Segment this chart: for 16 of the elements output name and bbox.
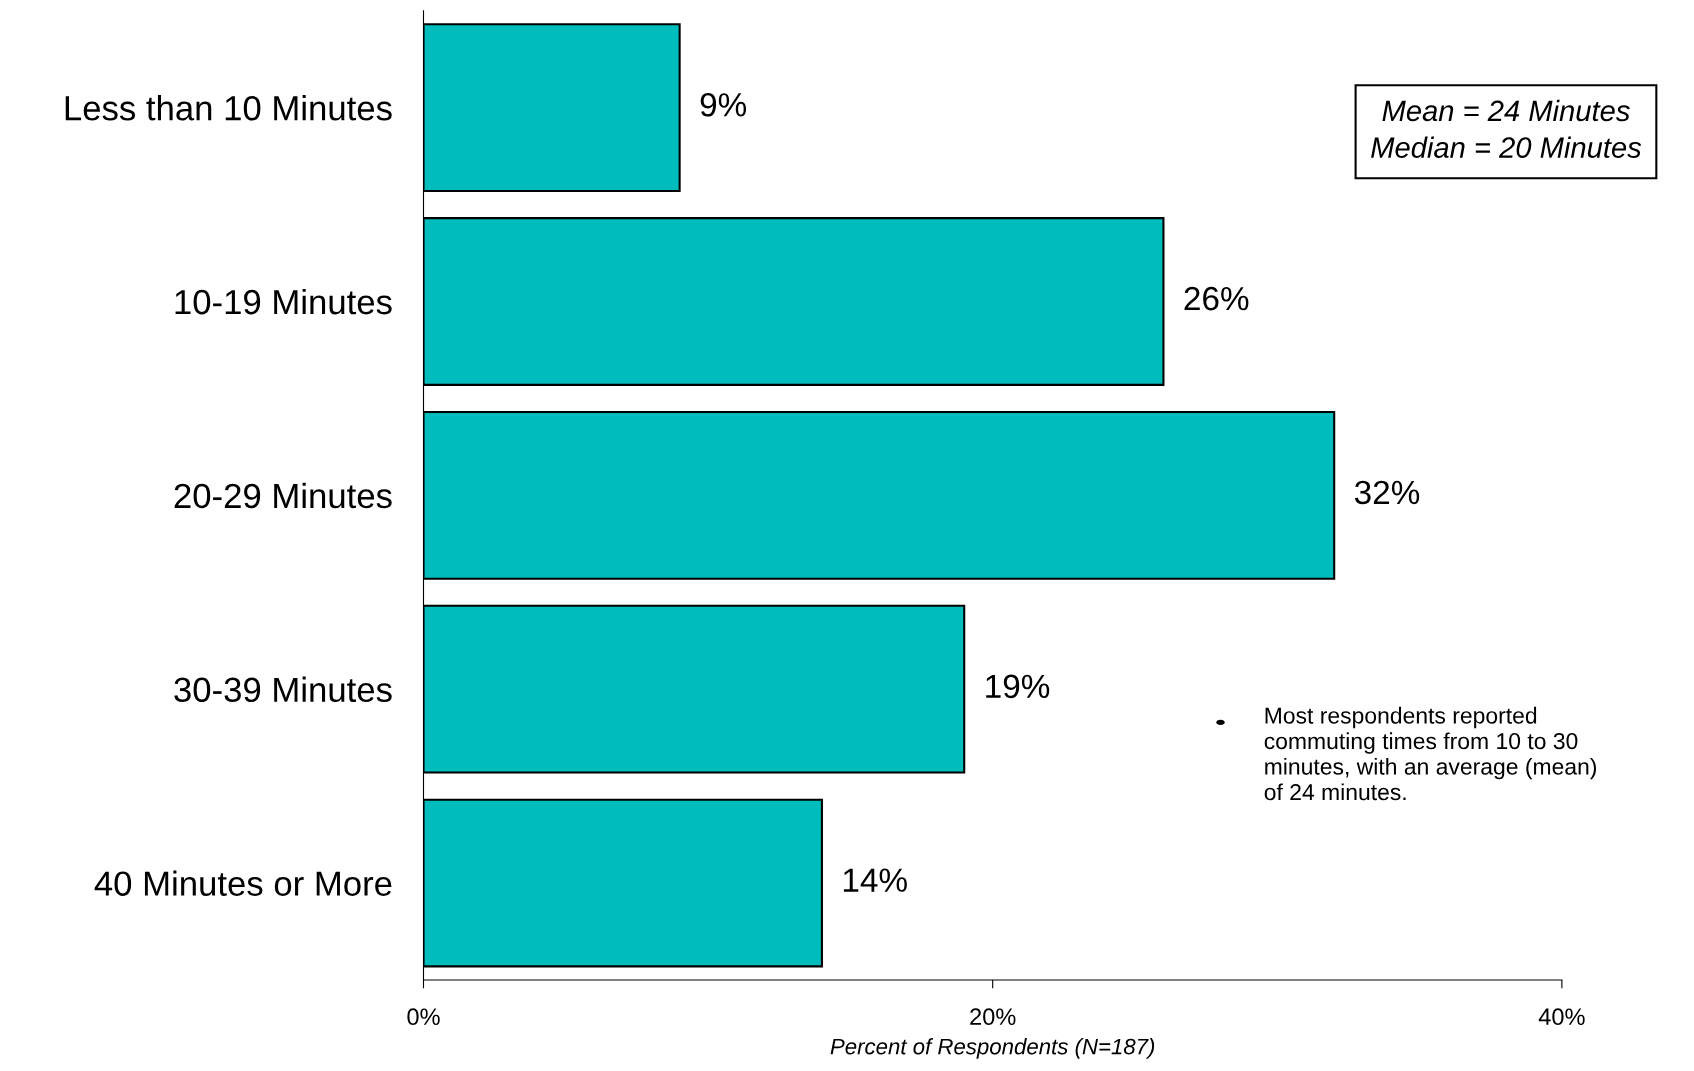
data-label: 26% [1184,286,1249,311]
y-tick-label: 20-29 Minutes [174,482,392,509]
x-tick-label: 20% [970,1008,1016,1026]
x-axis-title: Percent of Respondents (N=187) [830,1038,1155,1059]
y-tick-label: Less than 10 Minutes [65,95,392,121]
annotation: Mean = 24 Minutes Median = 20 Minutes [1371,99,1642,158]
x-tick-label: 0% [407,1008,440,1026]
x-tick-label: 40% [1538,1008,1585,1026]
data-label: 9% [700,92,747,117]
data-label: 19% [986,674,1050,699]
data-label: 14% [843,868,907,892]
y-tick-label: 40 Minutes or More [94,870,392,896]
y-tick-label: 30-39 Minutes [174,676,392,703]
annotation: Most respondents reported commuting times from 10 to 30 minutes, with an average (mean) of 24 minutes. [1264,706,1597,801]
y-tick-label: 10-19 Minutes [175,288,392,315]
data-label: 32% [1354,480,1420,505]
